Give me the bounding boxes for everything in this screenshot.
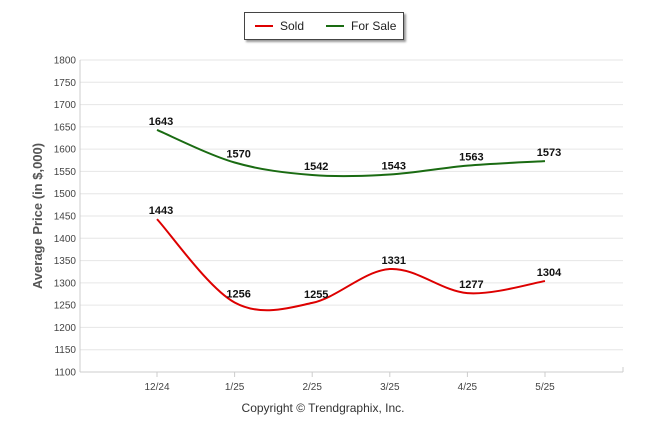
y-tick-label: 1250 — [54, 301, 77, 312]
legend: Sold For Sale — [244, 12, 404, 40]
y-tick-label: 1400 — [54, 234, 77, 245]
data-label-sold: 1443 — [149, 205, 173, 217]
copyright-credit: Copyright © Trendgraphix, Inc. — [241, 401, 405, 415]
legend-label-sold: Sold — [280, 19, 305, 33]
x-tick-label: 4/25 — [458, 382, 478, 393]
data-label-sold: 1304 — [537, 267, 562, 279]
y-tick-label: 1350 — [54, 256, 77, 267]
legend-item-sold[interactable]: Sold — [255, 19, 304, 33]
y-tick-label: 1100 — [54, 368, 76, 379]
y-tick-label: 1550 — [54, 167, 77, 178]
series-line-for-sale — [156, 129, 546, 178]
y-tick-label: 1500 — [54, 189, 77, 200]
data-label-for-sale: 1543 — [382, 161, 406, 173]
data-label-for-sale: 1563 — [459, 152, 483, 164]
data-label-sold: 1255 — [304, 289, 328, 301]
legend-label-for-sale: For Sale — [351, 19, 397, 33]
data-label-sold: 1331 — [382, 255, 406, 267]
y-tick-label: 1150 — [54, 345, 76, 356]
x-tick-label: 12/24 — [144, 382, 169, 393]
y-tick-label: 1700 — [54, 100, 77, 111]
legend-swatch-sold — [255, 25, 273, 27]
x-tick-label: 2/25 — [302, 382, 322, 393]
y-tick-label: 1650 — [54, 122, 77, 133]
y-tick-label: 1200 — [54, 323, 77, 334]
data-label-for-sale: 1643 — [149, 116, 173, 128]
x-tick-label: 1/25 — [225, 382, 245, 393]
series-line-sold — [156, 218, 546, 312]
data-label-for-sale: 1570 — [226, 149, 250, 161]
legend-swatch-for-sale — [326, 25, 345, 27]
legend-item-for-sale[interactable]: For Sale — [326, 19, 396, 33]
y-tick-label: 1750 — [54, 78, 77, 89]
y-tick-label: 1800 — [54, 56, 77, 67]
x-tick-label: 5/25 — [535, 382, 555, 393]
x-tick-label: 3/25 — [380, 382, 400, 393]
data-label-for-sale: 1542 — [304, 161, 328, 173]
y-axis-title: Average Price (in $,000) — [30, 143, 45, 289]
y-tick-label: 1600 — [54, 145, 77, 156]
data-label-sold: 1277 — [459, 279, 483, 291]
data-label-for-sale: 1573 — [537, 147, 561, 159]
data-label-sold: 1256 — [226, 288, 250, 300]
y-tick-label: 1300 — [54, 278, 77, 289]
y-tick-label: 1450 — [54, 212, 77, 223]
